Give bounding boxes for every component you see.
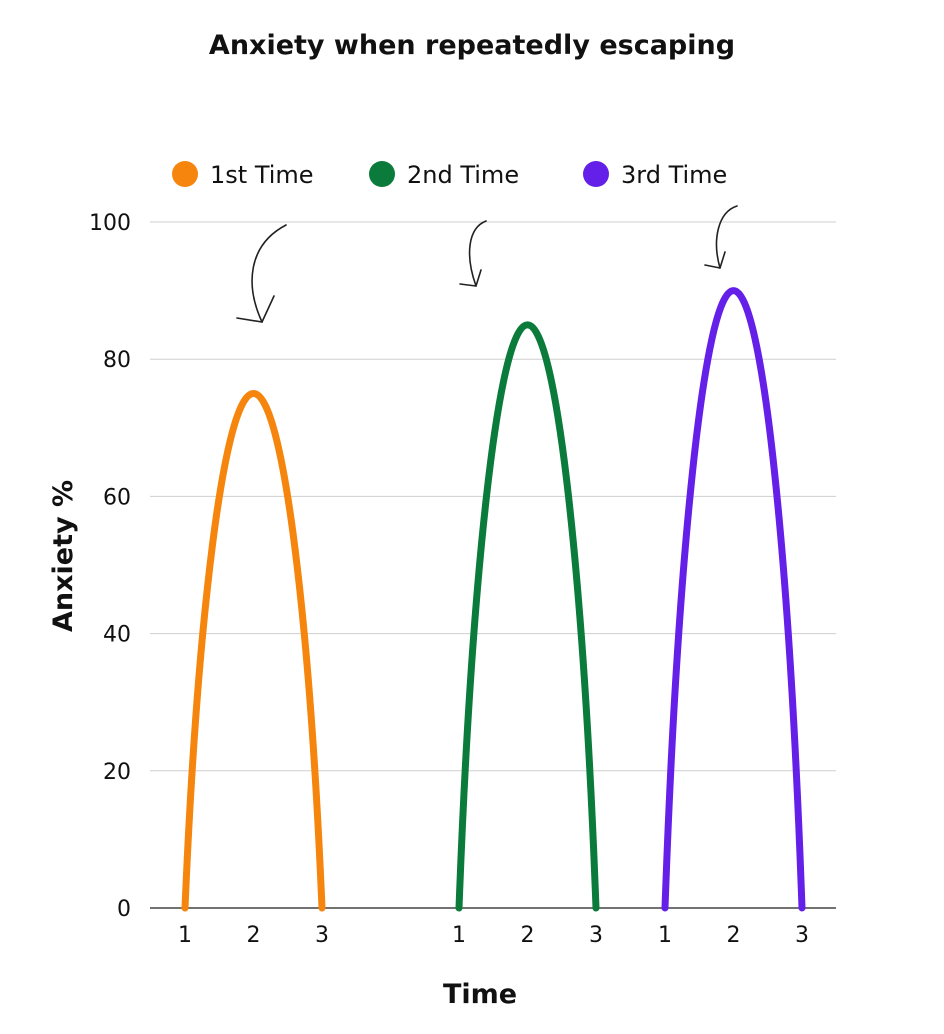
legend-label-1: 1st Time: [210, 161, 314, 189]
x-tick-label: 3: [315, 923, 329, 948]
x-tick-label: 2: [521, 923, 535, 948]
x-axis-label: Time: [443, 979, 517, 1010]
annotation-arrow-3: [715, 205, 738, 269]
y-tick-label: 60: [103, 485, 131, 510]
series-line-2: [455, 321, 600, 912]
x-tick-label: 2: [247, 923, 261, 948]
legend-label-3: 3rd Time: [621, 161, 727, 189]
x-tick-label: 3: [795, 923, 809, 948]
series-layer: [181, 287, 806, 912]
annotation-arrowhead-3: [704, 251, 726, 269]
x-tick-label: 1: [178, 923, 192, 948]
y-tick-label: 20: [103, 760, 131, 785]
series-line-3: [661, 287, 806, 912]
y-tick-label: 100: [89, 211, 131, 236]
y-axis-label: Anxiety %: [48, 480, 79, 632]
x-tick-labels: 1 2 3 1 2 3 1 2 3: [178, 923, 809, 948]
legend-marker-1: [172, 161, 198, 187]
annotation-arrowhead-1: [236, 295, 275, 323]
annotation-arrow-2: [468, 220, 487, 287]
legend-marker-2: [369, 161, 395, 187]
legend: 1st Time 2nd Time 3rd Time: [172, 161, 727, 189]
series-line-1: [181, 389, 326, 912]
legend-label-2: 2nd Time: [407, 161, 519, 189]
y-tick-label: 40: [103, 623, 131, 648]
annotation-arrow-1: [251, 224, 287, 323]
y-tick-label: 80: [103, 348, 131, 373]
x-tick-label: 1: [452, 923, 466, 948]
annotation-arrows: [236, 205, 738, 323]
annotation-arrowhead-2: [459, 269, 482, 287]
y-tick-label: 0: [117, 897, 131, 922]
grid-layer: [150, 221, 836, 909]
x-tick-label: 2: [727, 923, 741, 948]
legend-marker-3: [583, 161, 609, 187]
y-tick-labels: 0 20 40 60 80 100: [89, 211, 131, 922]
chart-title: Anxiety when repeatedly escaping: [208, 30, 736, 61]
x-tick-label: 3: [589, 923, 603, 948]
x-tick-label: 1: [658, 923, 672, 948]
